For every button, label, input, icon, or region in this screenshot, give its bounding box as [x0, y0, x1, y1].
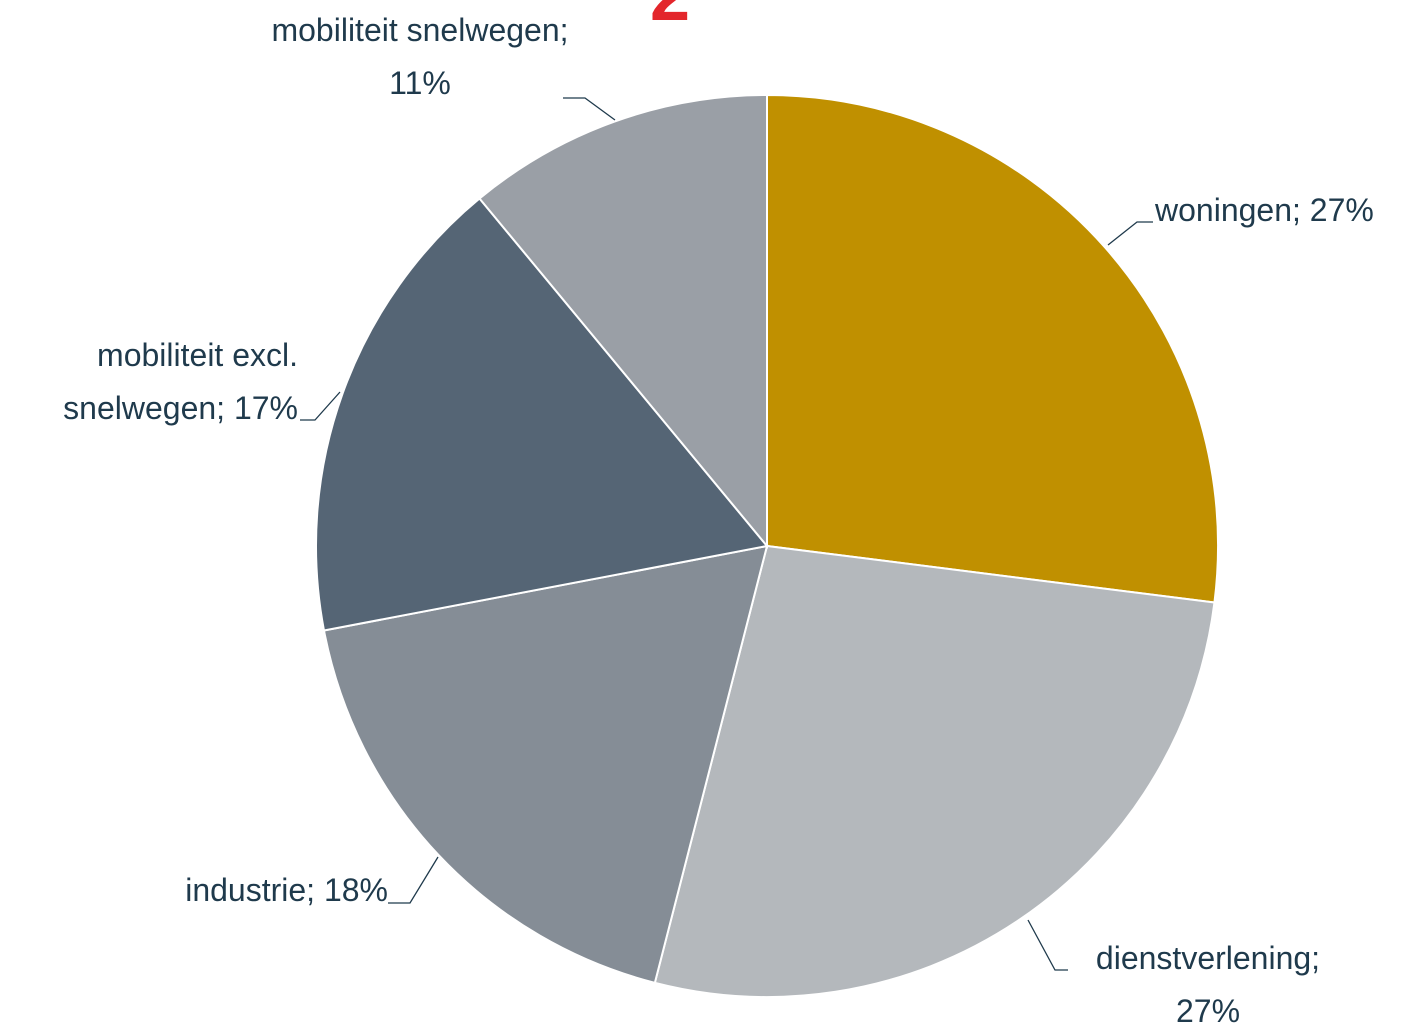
pie-slice [766, 93, 1219, 604]
leader-line [1027, 919, 1068, 971]
annotation: 2 [650, 0, 690, 32]
leader-line [300, 391, 341, 421]
data-label: mobiliteit excl. snelwegen; 17% [63, 337, 298, 426]
pie-slice [478, 93, 768, 549]
pie-slice [315, 197, 769, 632]
leaders [300, 97, 1153, 971]
leader-line [563, 97, 616, 121]
data-label: mobiliteit snelwegen; 11% [271, 12, 569, 101]
data-label: woningen; 27% [1155, 192, 1374, 228]
pie-slice [322, 544, 769, 985]
data-label: dienstverlening; 27% [1095, 940, 1321, 1024]
leader-line [1107, 221, 1153, 246]
data-label: industrie; 18% [185, 872, 388, 908]
leader-line [388, 856, 439, 904]
pie-slice [653, 544, 1216, 998]
